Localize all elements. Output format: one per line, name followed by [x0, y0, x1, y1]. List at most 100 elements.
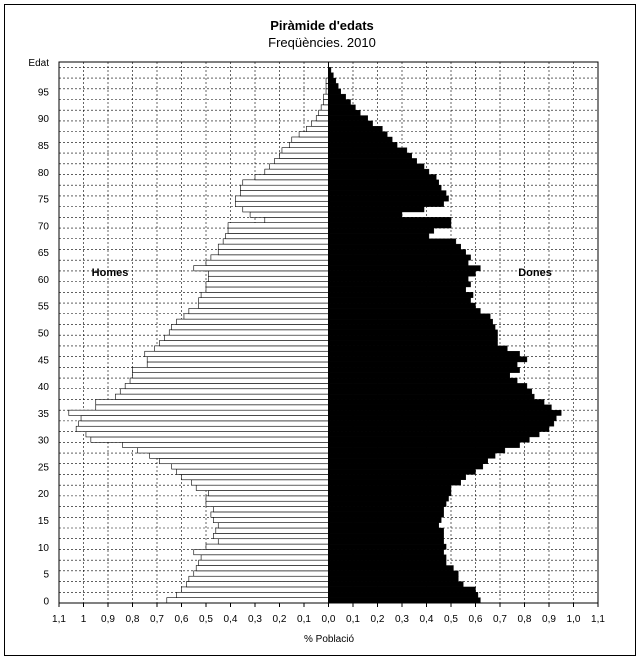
bar-dones: [328, 399, 545, 406]
bar-homes: [171, 463, 329, 470]
bar-dones: [328, 345, 508, 352]
y-tick-label: 0: [43, 596, 49, 607]
bar-homes: [240, 190, 329, 197]
bar-homes: [95, 404, 329, 411]
bar-dones: [328, 131, 388, 138]
bar-homes: [298, 131, 329, 138]
bar-dones: [328, 383, 528, 389]
y-tick-label: 55: [38, 302, 50, 313]
bar-homes: [288, 142, 329, 149]
y-tick-label: 95: [38, 87, 50, 98]
x-tick-label: 0,4: [224, 614, 238, 625]
bar-dones: [328, 388, 533, 395]
y-tick-label: 80: [38, 168, 50, 179]
bar-homes: [217, 243, 329, 250]
bar-homes: [291, 136, 329, 143]
x-tick-label: 0,1: [297, 614, 311, 625]
bar-homes: [281, 147, 329, 154]
bar-dones: [328, 126, 383, 132]
bar-homes: [149, 452, 329, 459]
bar-dones: [328, 158, 417, 164]
bar-dones: [328, 254, 471, 261]
bar-dones: [328, 442, 520, 448]
bar-homes: [115, 393, 329, 400]
y-tick-label: 5: [43, 570, 49, 581]
bar-homes: [176, 468, 329, 475]
bar-homes: [315, 115, 329, 122]
x-tick-label: 0,0: [322, 614, 336, 625]
bar-homes: [205, 281, 329, 288]
bar-homes: [269, 163, 329, 170]
y-tick-label: 30: [38, 436, 50, 447]
bar-homes: [154, 345, 329, 352]
bar-dones: [328, 543, 447, 550]
bar-homes: [146, 356, 329, 363]
bar-dones: [328, 415, 557, 422]
bar-dones: [328, 195, 449, 202]
bar-homes: [311, 120, 329, 127]
bar-homes: [208, 270, 329, 277]
bar-dones: [328, 93, 346, 100]
y-axis-label: Edat: [28, 58, 49, 69]
bar-homes: [198, 302, 329, 309]
bar-homes: [242, 206, 329, 213]
series-label-homes: Homes: [92, 267, 129, 279]
bar-homes: [205, 286, 329, 293]
bar-homes: [249, 211, 329, 218]
bar-dones: [328, 190, 447, 197]
x-tick-label: 0,8: [126, 614, 140, 625]
x-tick-label: 0,9: [101, 614, 115, 625]
bar-homes: [159, 340, 329, 347]
bar-homes: [205, 495, 329, 502]
bar-homes: [323, 93, 329, 100]
bar-homes: [205, 543, 329, 550]
bar-dones: [328, 249, 466, 256]
x-tick-label: 0,3: [248, 614, 262, 625]
bar-homes: [217, 249, 329, 256]
y-tick-label: 85: [38, 141, 50, 152]
bar-homes: [193, 570, 329, 577]
bar-homes: [279, 152, 329, 159]
bar-dones: [328, 318, 493, 325]
x-tick-label: 0,9: [542, 614, 556, 625]
bar-dones: [328, 276, 469, 282]
bar-homes: [144, 350, 329, 357]
bar-homes: [78, 420, 329, 427]
bar-homes: [137, 447, 329, 454]
y-tick-label: 90: [38, 114, 50, 125]
bar-homes: [200, 292, 329, 298]
bar-dones: [328, 506, 444, 513]
bar-dones: [328, 217, 452, 223]
bar-dones: [328, 463, 484, 470]
bar-dones: [328, 377, 518, 384]
bar-homes: [213, 533, 329, 540]
bar-dones: [328, 201, 444, 207]
bar-dones: [328, 565, 454, 572]
y-tick-label: 15: [38, 516, 50, 527]
bar-homes: [122, 442, 329, 448]
bar-dones: [328, 426, 550, 432]
bar-homes: [323, 99, 329, 106]
bar-homes: [217, 522, 329, 529]
bar-homes: [176, 318, 329, 325]
bar-dones: [328, 174, 437, 181]
y-tick-label: 40: [38, 382, 50, 393]
bar-dones: [328, 313, 491, 320]
bar-dones: [328, 88, 341, 95]
bar-homes: [129, 377, 329, 384]
bar-homes: [240, 184, 329, 191]
y-tick-label: 10: [38, 543, 50, 554]
bar-homes: [205, 500, 329, 507]
bar-dones: [328, 490, 452, 497]
bar-dones: [328, 570, 459, 577]
bar-dones: [328, 83, 339, 89]
bar-homes: [213, 516, 329, 523]
bar-dones: [328, 538, 444, 545]
bar-dones: [328, 474, 466, 481]
bar-homes: [225, 233, 329, 240]
bar-homes: [146, 361, 329, 368]
bar-dones: [328, 120, 373, 127]
bar-dones: [328, 329, 498, 336]
bar-dones: [328, 233, 430, 239]
